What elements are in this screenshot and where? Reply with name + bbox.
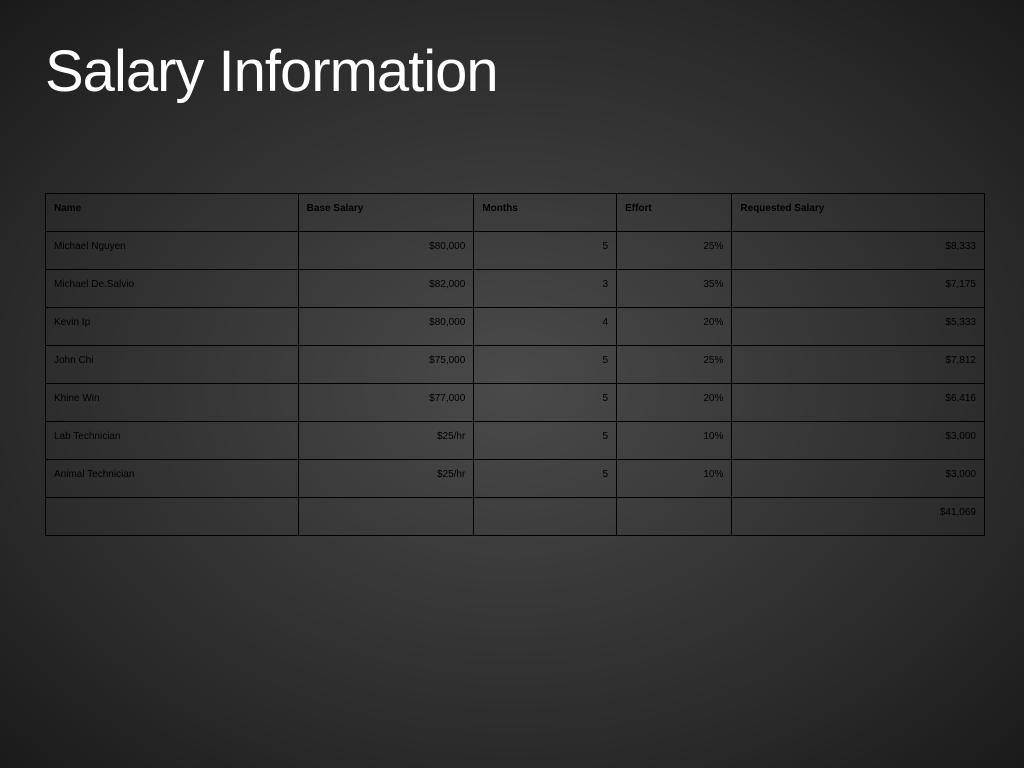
table-row: Lab Technician $25/hr 5 10% $3,000 — [46, 422, 985, 460]
cell-requested: $8,333 — [732, 232, 985, 270]
cell-name: John Chi — [46, 346, 299, 384]
cell-requested: $5,333 — [732, 308, 985, 346]
slide: Salary Information Name Base Salary Mont… — [0, 0, 1024, 768]
cell-base: $80,000 — [298, 308, 474, 346]
cell-requested: $7,175 — [732, 270, 985, 308]
page-title: Salary Information — [45, 38, 979, 105]
cell-months: 5 — [474, 346, 617, 384]
salary-table: Name Base Salary Months Effort Requested… — [45, 193, 985, 536]
cell-requested: $41,069 — [732, 498, 985, 536]
cell-name: Kevin Ip — [46, 308, 299, 346]
cell-months: 3 — [474, 270, 617, 308]
col-header-months: Months — [474, 194, 617, 232]
cell-effort: 10% — [617, 422, 732, 460]
cell-name: Michael Nguyen — [46, 232, 299, 270]
cell-base: $80,000 — [298, 232, 474, 270]
cell-months: 5 — [474, 460, 617, 498]
table-row: Michael Nguyen $80,000 5 25% $8,333 — [46, 232, 985, 270]
col-header-name: Name — [46, 194, 299, 232]
cell-base: $82,000 — [298, 270, 474, 308]
cell-months: 5 — [474, 232, 617, 270]
cell-months: 5 — [474, 422, 617, 460]
cell-effort — [617, 498, 732, 536]
table-body: Michael Nguyen $80,000 5 25% $8,333 Mich… — [46, 232, 985, 536]
table-row: Michael De.Salvio $82,000 3 35% $7,175 — [46, 270, 985, 308]
cell-base: $77,000 — [298, 384, 474, 422]
cell-name — [46, 498, 299, 536]
table-row: John Chi $75,000 5 25% $7,812 — [46, 346, 985, 384]
cell-name: Khine Win — [46, 384, 299, 422]
cell-base: $25/hr — [298, 422, 474, 460]
cell-name: Lab Technician — [46, 422, 299, 460]
cell-effort: 10% — [617, 460, 732, 498]
cell-effort: 25% — [617, 346, 732, 384]
col-header-base: Base Salary — [298, 194, 474, 232]
table-total-row: $41,069 — [46, 498, 985, 536]
cell-requested: $3,000 — [732, 460, 985, 498]
cell-name: Michael De.Salvio — [46, 270, 299, 308]
cell-effort: 35% — [617, 270, 732, 308]
table-row: Kevin Ip $80,000 4 20% $5,333 — [46, 308, 985, 346]
cell-months — [474, 498, 617, 536]
cell-base: $25/hr — [298, 460, 474, 498]
cell-requested: $3,000 — [732, 422, 985, 460]
table-header-row: Name Base Salary Months Effort Requested… — [46, 194, 985, 232]
cell-effort: 20% — [617, 384, 732, 422]
cell-requested: $6,416 — [732, 384, 985, 422]
cell-name: Animal Technician — [46, 460, 299, 498]
cell-effort: 25% — [617, 232, 732, 270]
cell-months: 4 — [474, 308, 617, 346]
cell-months: 5 — [474, 384, 617, 422]
table-row: Khine Win $77,000 5 20% $6,416 — [46, 384, 985, 422]
cell-effort: 20% — [617, 308, 732, 346]
cell-requested: $7,812 — [732, 346, 985, 384]
table-row: Animal Technician $25/hr 5 10% $3,000 — [46, 460, 985, 498]
cell-base: $75,000 — [298, 346, 474, 384]
col-header-effort: Effort — [617, 194, 732, 232]
col-header-requested: Requested Salary — [732, 194, 985, 232]
cell-base — [298, 498, 474, 536]
